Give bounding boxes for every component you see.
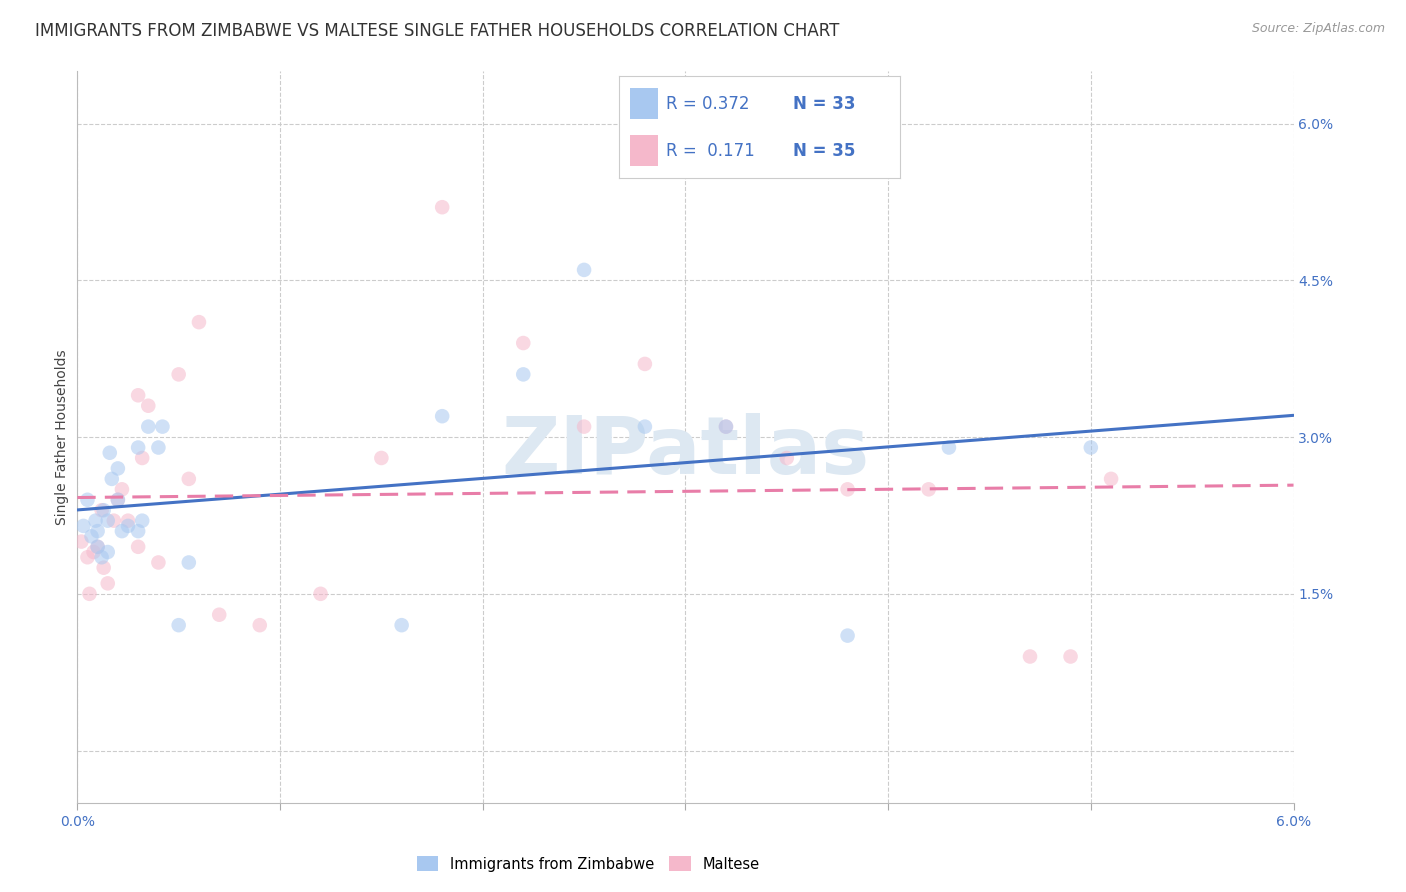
Point (634, 357, 657, 371)
Point (127, 388, 149, 402)
Point (152, 419, 174, 434)
Point (111, 524, 134, 538)
Point (572, 263, 595, 277)
Point (512, 336, 534, 351)
Point (938, 441, 960, 455)
Point (177, 472, 200, 486)
Point (148, 556, 170, 570)
Point (70, 534, 93, 549)
Legend: Immigrants from Zimbabwe, Maltese: Immigrants from Zimbabwe, Maltese (411, 850, 765, 878)
Point (98, 446, 121, 460)
Point (370, 450, 392, 465)
Point (634, 419, 657, 434)
Point (136, 399, 159, 413)
Point (117, 519, 139, 533)
Point (90, 550, 112, 565)
Point (177, 556, 200, 570)
Point (107, 492, 129, 507)
Point (131, 450, 153, 465)
Text: N = 35: N = 35 (793, 142, 855, 160)
Point (97, 514, 120, 528)
Point (93, 560, 115, 574)
Point (167, 368, 190, 382)
Point (76, 550, 98, 565)
Point (188, 315, 211, 329)
Point (208, 607, 231, 622)
Point (430, 200, 453, 214)
Point (86, 540, 108, 554)
Point (72, 519, 94, 533)
Point (1019, 649, 1042, 664)
Text: R =  0.171: R = 0.171 (666, 142, 755, 160)
Point (107, 492, 129, 507)
Point (391, 618, 413, 632)
Point (572, 419, 595, 434)
Point (107, 461, 129, 475)
Point (127, 540, 149, 554)
Point (127, 524, 149, 538)
Text: N = 33: N = 33 (793, 95, 855, 112)
Point (167, 618, 190, 632)
Point (430, 409, 453, 424)
Point (76, 492, 98, 507)
Point (101, 472, 124, 486)
Point (127, 441, 149, 455)
Text: R = 0.372: R = 0.372 (666, 95, 749, 112)
Point (309, 587, 332, 601)
Point (79, 587, 101, 601)
Point (86, 524, 108, 538)
Point (117, 514, 139, 528)
Point (97, 576, 120, 591)
Point (1099, 472, 1122, 486)
Point (249, 618, 271, 632)
Point (131, 514, 153, 528)
Point (512, 368, 534, 382)
Point (136, 419, 159, 434)
Point (1059, 649, 1081, 664)
Point (86, 540, 108, 554)
Text: IMMIGRANTS FROM ZIMBABWE VS MALTESE SINGLE FATHER HOUSEHOLDS CORRELATION CHART: IMMIGRANTS FROM ZIMBABWE VS MALTESE SING… (35, 22, 839, 40)
Point (80, 529, 103, 543)
Point (837, 629, 859, 643)
Point (84, 514, 107, 528)
Y-axis label: Single Father Households: Single Father Households (55, 350, 69, 524)
Point (1080, 441, 1102, 455)
Point (776, 450, 799, 465)
Point (918, 483, 941, 497)
Point (83, 545, 105, 559)
Point (97, 545, 120, 559)
FancyBboxPatch shape (630, 88, 658, 119)
Point (837, 483, 859, 497)
Point (103, 514, 125, 528)
FancyBboxPatch shape (630, 136, 658, 166)
Point (148, 441, 170, 455)
Text: Source: ZipAtlas.com: Source: ZipAtlas.com (1251, 22, 1385, 36)
Point (93, 503, 115, 517)
Point (714, 419, 737, 434)
Point (90, 503, 112, 517)
Text: ZIPatlas: ZIPatlas (502, 413, 869, 491)
Point (714, 419, 737, 434)
Point (111, 483, 134, 497)
